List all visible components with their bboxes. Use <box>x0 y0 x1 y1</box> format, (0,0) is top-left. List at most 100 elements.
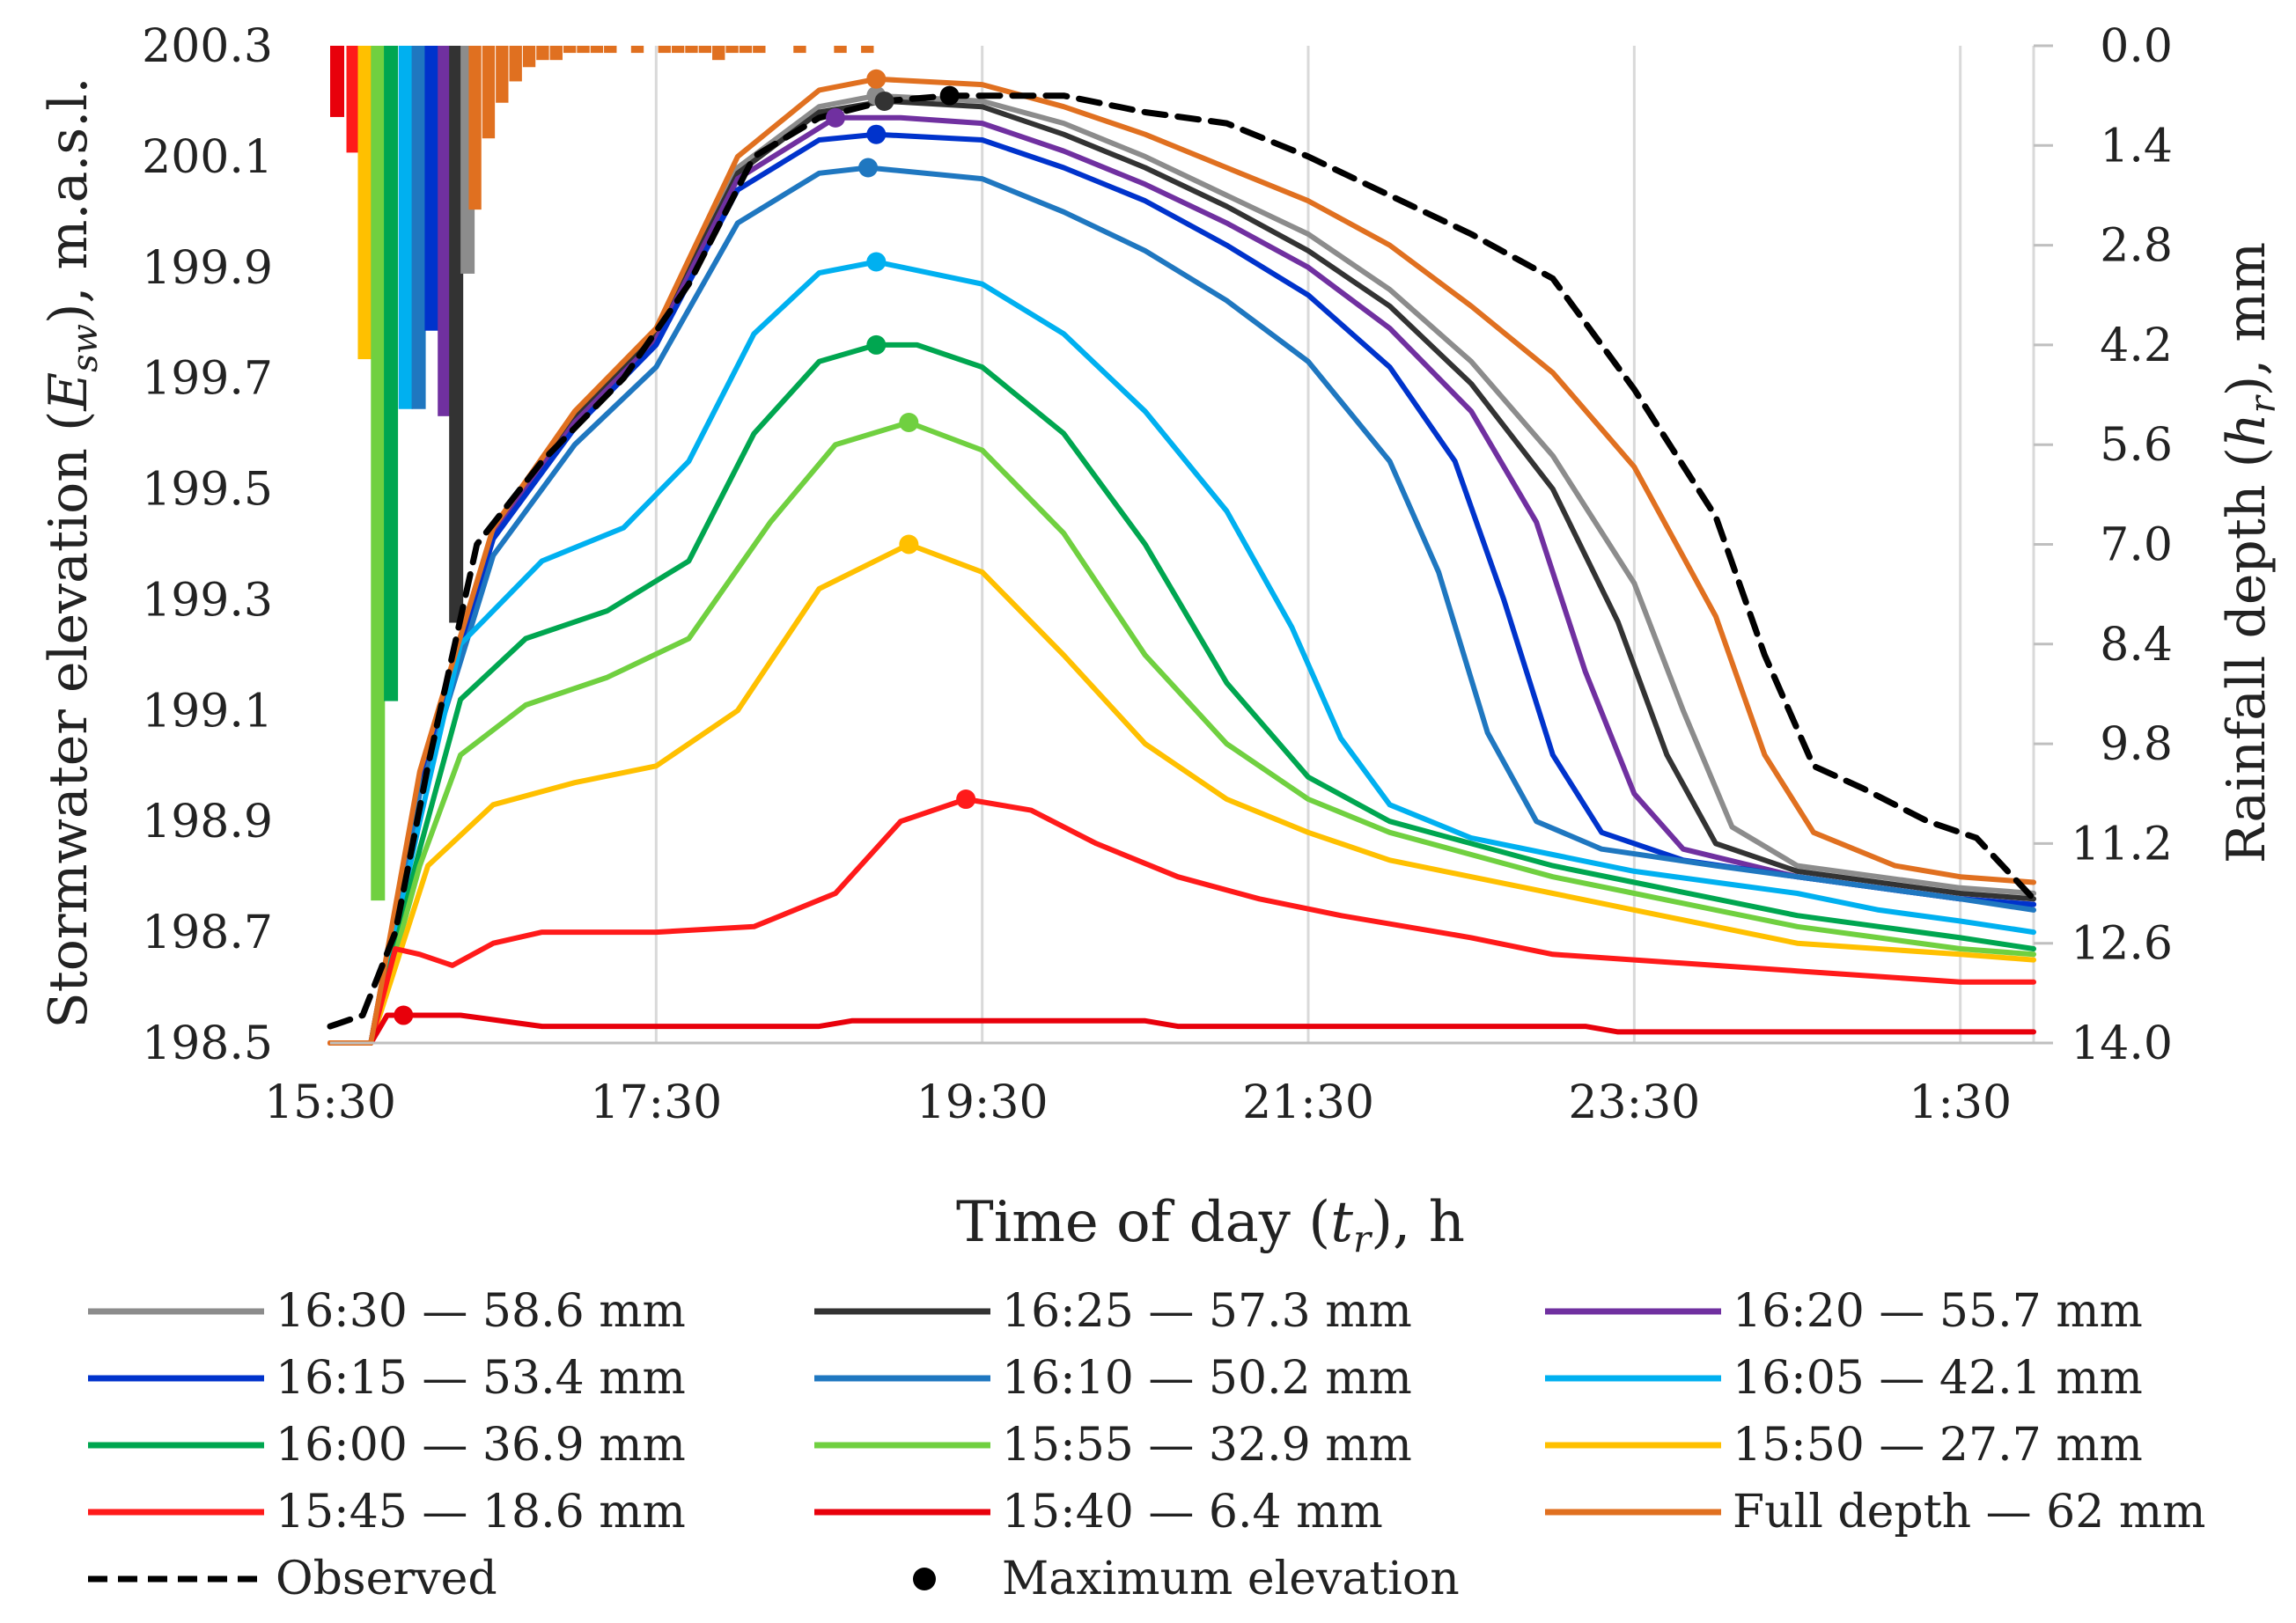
rainfall-bar <box>739 46 753 54</box>
legend-label: 15:55 — 32.9 mm <box>1002 1419 1412 1472</box>
x-tick-label: 1:30 <box>1909 1076 2012 1129</box>
rainfall-bar <box>522 46 536 68</box>
peak-marker <box>899 413 919 433</box>
legend: 16:30 — 58.6 mm 16:25 — 57.3 mm 16:20 — 55… <box>88 1285 2205 1605</box>
y-axis-label: Stormwater elevation (Esw), m.a.s.l. <box>38 77 106 1029</box>
legend-marker <box>913 1568 936 1590</box>
legend-label: 16:00 — 36.9 mm <box>276 1419 686 1472</box>
rainfall-bar <box>712 46 725 61</box>
y-tick-label: 198.5 <box>142 1017 273 1070</box>
tick-labels: 15:30 17:30 19:30 21:30 23:30 1:30 198.5 198.7 1… <box>142 20 2173 1129</box>
rainfall-bar <box>449 46 464 623</box>
x-tick-label: 17:30 <box>590 1076 722 1129</box>
y2-tick-label: 7.0 <box>2100 519 2173 572</box>
peak-marker <box>394 1005 414 1025</box>
rainfall-bar <box>330 46 344 117</box>
rainfall-bar <box>424 46 439 331</box>
series-line <box>327 92 2037 1030</box>
rainfall-bar <box>577 46 590 54</box>
rainfall-bar <box>384 46 399 701</box>
legend-label: 16:15 — 53.4 mm <box>276 1352 686 1405</box>
peak-marker <box>858 158 879 178</box>
y2-tick-label: 11.2 <box>2071 818 2173 870</box>
axes <box>330 44 2053 1045</box>
legend-label: 16:25 — 57.3 mm <box>1002 1285 1412 1338</box>
legend-label: 15:45 — 18.6 mm <box>276 1486 686 1539</box>
rainfall-bar <box>590 46 604 54</box>
y2-tick-label: 8.4 <box>2100 619 2173 672</box>
peak-marker <box>866 124 887 144</box>
rainfall-bar <box>536 46 549 61</box>
peak-marker <box>874 91 894 111</box>
y-tick-label: 199.3 <box>142 574 273 627</box>
legend-label: 16:10 — 50.2 mm <box>1002 1352 1412 1405</box>
rainfall-bar <box>398 46 413 409</box>
rainfall-bar <box>698 46 712 54</box>
peak-marker <box>939 85 960 106</box>
y-tick-label: 200.1 <box>142 131 273 184</box>
peak-marker <box>956 789 976 810</box>
legend-label: Observed <box>276 1553 497 1605</box>
series-line <box>327 797 2036 1046</box>
y-tick-label: 198.9 <box>142 796 273 848</box>
rainfall-bar <box>658 46 671 54</box>
peak-marker <box>899 534 919 554</box>
x-axis-label: Time of day (tr), h <box>956 1190 1465 1260</box>
series-line <box>327 259 2036 1046</box>
y2-tick-label: 12.6 <box>2071 918 2173 971</box>
peak-marker <box>866 252 887 272</box>
series-line <box>327 1012 2036 1046</box>
series-line <box>327 541 2036 1046</box>
y-tick-label: 199.5 <box>142 464 273 517</box>
peak-marker <box>866 334 887 355</box>
series-line <box>327 76 2036 1046</box>
y2-tick-label: 9.8 <box>2100 718 2173 771</box>
legend-label: Full depth — 62 mm <box>1733 1486 2205 1539</box>
series-line <box>327 341 2036 1046</box>
rainfall-bar <box>438 46 453 416</box>
rainfall-bar <box>496 46 509 103</box>
rainfall-bars <box>330 46 874 901</box>
rainfall-bar <box>468 46 482 210</box>
legend-label: 16:30 — 58.6 mm <box>276 1285 686 1338</box>
legend-label: 15:40 — 6.4 mm <box>1002 1486 1383 1539</box>
y2-tick-label: 1.4 <box>2100 120 2173 173</box>
y2-tick-label: 5.6 <box>2100 419 2173 472</box>
rainfall-bar <box>371 46 386 901</box>
rainfall-bar <box>411 46 426 409</box>
legend-label: 16:20 — 55.7 mm <box>1733 1285 2143 1338</box>
y2-axis-label: Rainfall depth (hr), mm <box>2216 242 2284 863</box>
rainfall-bar <box>630 46 644 54</box>
rainfall-bar <box>793 46 806 54</box>
legend-label: 16:05 — 42.1 mm <box>1733 1352 2143 1405</box>
elevation-lines <box>327 76 2037 1046</box>
peak-marker <box>866 69 887 89</box>
peak-marker <box>826 107 846 128</box>
x-tick-label: 19:30 <box>916 1076 1049 1129</box>
y-tick-label: 199.7 <box>142 353 273 406</box>
rainfall-bar <box>725 46 739 54</box>
x-tick-label: 15:30 <box>264 1076 396 1129</box>
y-tick-label: 199.1 <box>142 685 273 738</box>
rainfall-bar <box>549 46 563 61</box>
series-line <box>327 98 2036 1046</box>
axis-labels: Time of day (tr), h Stormwater elevation… <box>38 77 2284 1260</box>
rainfall-bar <box>834 46 847 54</box>
y-tick-label: 200.3 <box>142 20 273 73</box>
x-tick-label: 21:30 <box>1242 1076 1374 1129</box>
y2-tick-label: 2.8 <box>2100 220 2173 273</box>
rainfall-bar <box>861 46 874 54</box>
y-tick-label: 199.9 <box>142 242 273 295</box>
legend-label: 15:50 — 27.7 mm <box>1733 1419 2143 1472</box>
rainfall-bar <box>346 46 361 153</box>
y2-tick-label: 4.2 <box>2100 319 2173 372</box>
rainfall-bar <box>563 46 577 54</box>
x-tick-label: 23:30 <box>1568 1076 1700 1129</box>
y2-tick-label: 0.0 <box>2100 20 2173 73</box>
rainfall-bar <box>357 46 372 360</box>
rainfall-bar <box>753 46 766 54</box>
rainfall-bar <box>604 46 617 54</box>
legend-label: Maximum elevation <box>1002 1553 1460 1605</box>
y2-tick-label: 14.0 <box>2071 1017 2173 1070</box>
